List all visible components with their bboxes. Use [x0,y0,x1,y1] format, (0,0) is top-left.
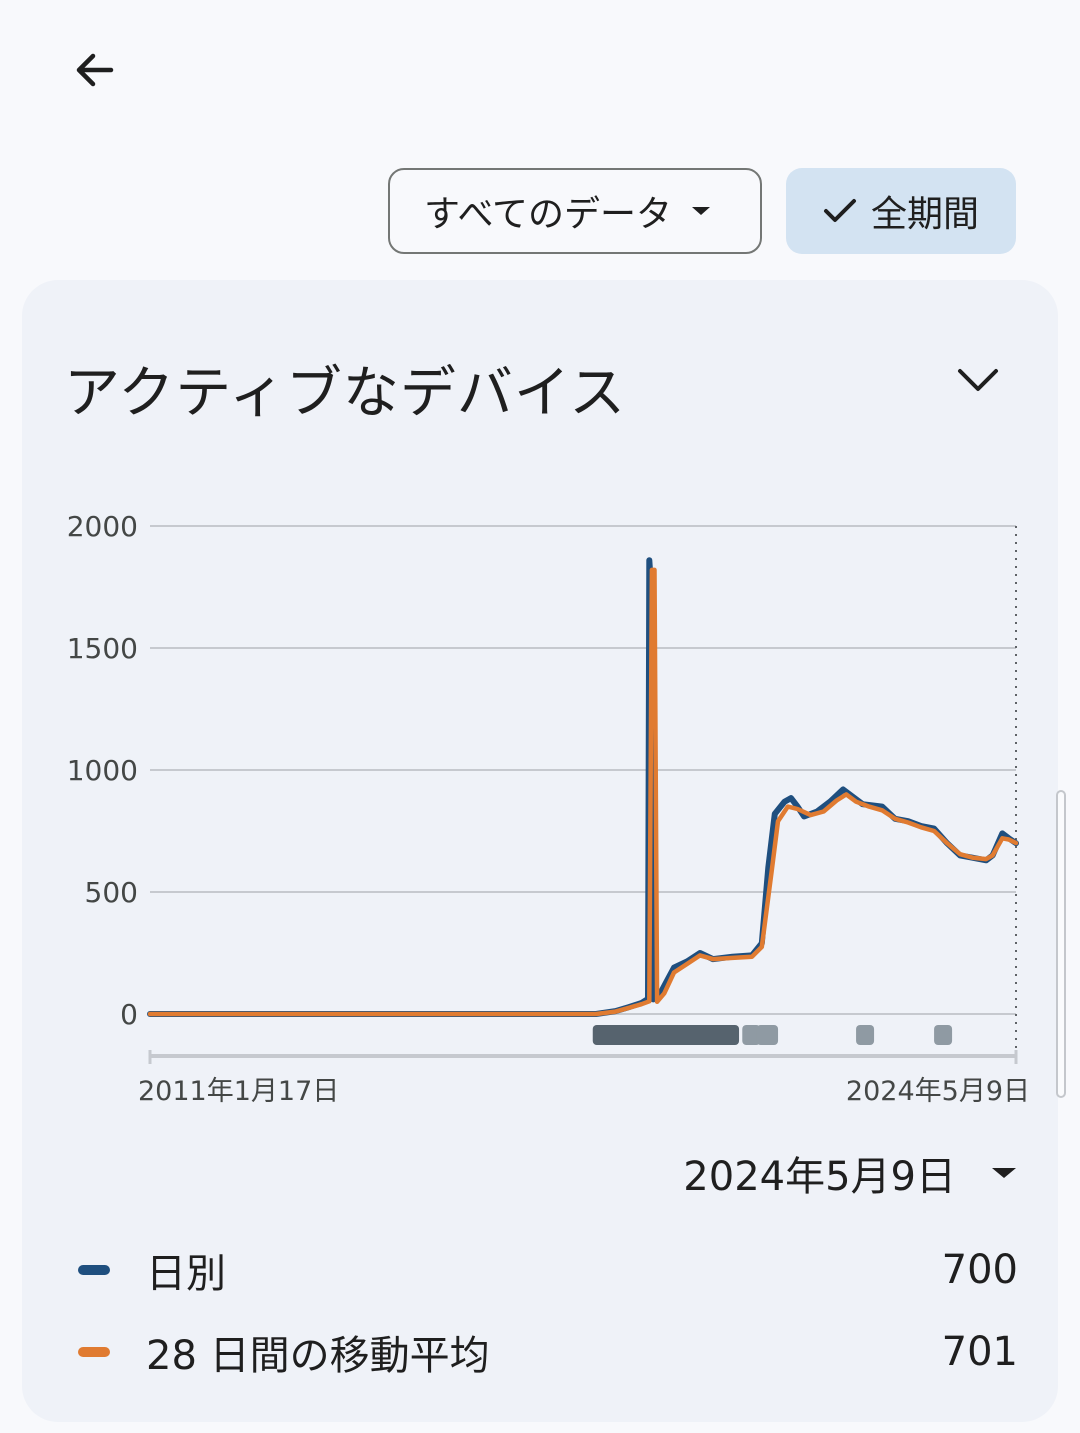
legend-value-daily: 700 [941,1247,1018,1293]
check-icon [823,199,856,222]
y-tick-label-0: 0 [120,998,138,1031]
selected-date: 2024年5月9日 [683,1154,956,1200]
back-button[interactable] [60,38,130,102]
series-line-0 [147,557,1019,1017]
legend-swatch-moving-average [78,1347,110,1357]
collapse-button[interactable] [940,350,1016,410]
y-tick-label-500: 500 [85,876,138,909]
annotation-mark [756,1025,779,1045]
legend-value-moving-average: 701 [941,1329,1018,1375]
legend-name-moving-average: 28 日間の移動平均 [146,1333,490,1379]
data-filter-dropdown[interactable]: すべてのデータ [388,168,762,254]
y-tick-label-1500: 1500 [67,632,138,665]
date-selector[interactable]: 2024年5月9日 [683,1144,1018,1202]
legend-swatch-daily [78,1265,110,1275]
legend-row-moving-average: 28 日間の移動平均 701 [78,1322,1018,1382]
scrollbar[interactable] [1056,790,1066,1098]
annotation-mark [592,1025,740,1045]
data-filter-label: すべてのデータ [424,194,673,235]
y-tick-label-2000: 2000 [67,510,138,543]
period-label: 全期間 [870,194,979,235]
legend-name-daily: 日別 [146,1251,226,1297]
legend-row-daily: 日別 700 [78,1240,1018,1300]
card-title: アクティブなデバイス [64,361,627,426]
x-tick-label-start: 2011年1月17日 [138,1076,339,1107]
annotation-mark [742,1025,761,1045]
annotation-mark [856,1025,875,1045]
line-chart[interactable]: 0 500 1000 1500 2000 2011年1月17日 2024年5月9日 [22,280,1058,1120]
period-chip[interactable]: 全期間 [786,168,1016,254]
y-tick-label-1000: 1000 [67,754,138,787]
chevron-down-icon [958,369,998,391]
x-tick-label-end: 2024年5月9日 [846,1076,1030,1107]
arrow-back-icon [76,53,114,87]
dropdown-arrow-icon [992,1168,1016,1178]
active-devices-card: アクティブなデバイス 0 500 1000 1500 2000 2011年1月17日 202… [22,280,1066,1422]
dropdown-arrow-icon [692,207,711,215]
annotation-mark [934,1025,953,1045]
series-line-1 [147,567,1019,1017]
